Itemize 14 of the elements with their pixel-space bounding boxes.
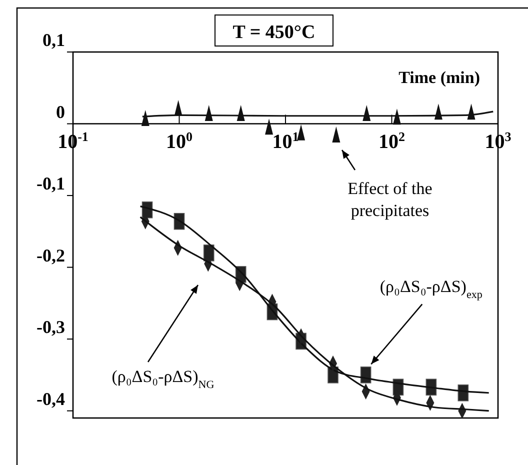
y-tick-label: -0,2 [36,245,65,266]
chart-title: T = 450°C [232,22,316,43]
annotation: (ρ₀ΔS₀-ρΔS)$_{NG}$ [112,367,214,391]
x-tick-label: 10$^{1}$ [272,128,299,153]
x-tick-label: 10$^{0}$ [166,128,192,153]
x-tick-label: 10$^{2}$ [378,128,405,153]
annotation: (ρ₀ΔS₀-ρΔS)$_{exp}$ [380,277,483,302]
y-tick-label: -0,4 [36,388,65,409]
y-tick-label: 0 [56,102,65,122]
x-axis-title: Time (min) [398,68,480,87]
y-tick-label: 0,1 [42,30,65,50]
y-tick-label: -0,1 [36,174,65,194]
annotation: Effect of the precipitates [348,179,432,220]
y-tick-label: -0,3 [36,317,65,338]
